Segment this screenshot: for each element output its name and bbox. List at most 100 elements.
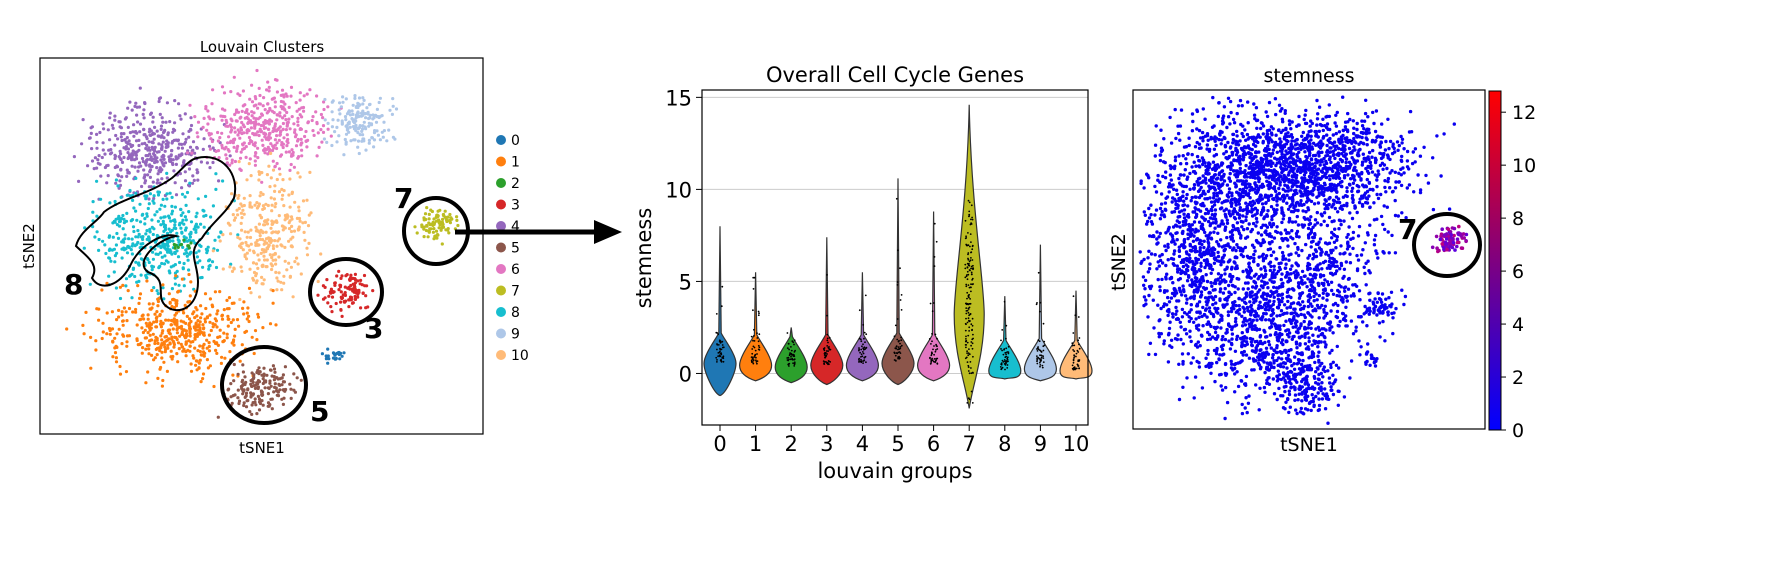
louvain-point (183, 195, 187, 199)
louvain-point (183, 170, 187, 174)
louvain-point (166, 260, 170, 264)
violin-point (965, 283, 968, 286)
louvain-point (362, 273, 367, 278)
violin-point (758, 346, 761, 349)
stemness-point (1304, 108, 1308, 113)
louvain-point (257, 133, 261, 138)
stemness-point (1261, 141, 1265, 145)
louvain-point (125, 251, 130, 255)
louvain-point (219, 231, 223, 235)
stemness-point (1153, 143, 1158, 147)
louvain-point (165, 139, 169, 143)
louvain-point (126, 289, 130, 293)
louvain-point (281, 116, 285, 120)
stemness-point (1328, 136, 1332, 141)
louvain-point (116, 173, 120, 177)
louvain-point (225, 298, 229, 302)
louvain-point (357, 96, 362, 100)
stemness-point (1257, 176, 1261, 180)
stemness-point (1343, 169, 1348, 173)
violin-point (967, 352, 970, 354)
stemness-point (1251, 221, 1256, 226)
stemness-point (1329, 160, 1333, 165)
louvain-point (145, 212, 149, 216)
louvain-point (196, 349, 200, 353)
violin-point (966, 361, 969, 363)
violin-point (722, 360, 725, 363)
stemness-point (1381, 222, 1385, 227)
louvain-point (124, 147, 128, 151)
louvain-point (263, 135, 267, 139)
stemness-point (1324, 159, 1328, 164)
louvain-point (335, 274, 339, 278)
louvain-point (260, 393, 264, 397)
louvain-point (161, 120, 165, 124)
stemness-point (1352, 145, 1356, 149)
louvain-point (247, 135, 251, 140)
louvain-point (176, 255, 181, 259)
louvain-point (266, 102, 270, 106)
louvain-point (86, 164, 90, 168)
louvain-point (207, 144, 212, 148)
violin-point (826, 333, 829, 336)
stemness-point (1241, 187, 1246, 191)
stemness-point (1244, 201, 1248, 205)
louvain-point (173, 205, 177, 209)
louvain-point (207, 115, 211, 119)
louvain-point (262, 254, 266, 258)
stemness-point (1247, 136, 1251, 140)
louvain-point (180, 230, 184, 234)
stemness-point (1211, 175, 1216, 179)
louvain-point (340, 296, 344, 301)
stemness-point (1357, 172, 1361, 176)
legend-label: 3 (511, 198, 520, 214)
louvain-point (247, 319, 251, 324)
louvain-point (228, 223, 232, 227)
stemness-point (1266, 198, 1271, 202)
louvain-point (138, 86, 142, 90)
louvain-point (282, 380, 286, 384)
violin-point (1037, 346, 1039, 348)
stemness-point (1371, 148, 1375, 153)
louvain-point (130, 158, 134, 162)
louvain-point (182, 284, 186, 288)
violin-point (788, 358, 790, 361)
louvain-point (316, 131, 320, 135)
stemness-point (1294, 176, 1299, 180)
louvain-point (184, 137, 188, 141)
louvain-point (262, 366, 266, 370)
louvain-point (432, 217, 436, 221)
louvain-point (253, 386, 257, 390)
louvain-point (337, 134, 341, 138)
stemness-point (1319, 223, 1323, 227)
louvain-point (119, 126, 123, 130)
louvain-point (201, 327, 206, 331)
violin-point (858, 347, 860, 349)
louvain-point (368, 116, 372, 120)
louvain-point (261, 403, 265, 407)
louvain-point (273, 100, 277, 104)
louvain-point (276, 279, 280, 283)
stemness-point (1405, 149, 1410, 154)
louvain-point (424, 228, 428, 233)
violin-point (971, 279, 973, 281)
ytick-label: 10 (665, 178, 692, 202)
louvain-point (135, 280, 139, 284)
louvain-point (159, 325, 163, 329)
louvain-point (364, 116, 368, 120)
louvain-point (150, 288, 154, 293)
louvain-point (263, 258, 267, 262)
stemness-point (1290, 178, 1295, 182)
louvain-point (179, 243, 183, 247)
violin-point (894, 324, 897, 327)
stemness-point (1287, 134, 1292, 138)
louvain-point (280, 88, 285, 92)
louvain-point (203, 320, 207, 324)
violin-point (965, 275, 968, 278)
stemness-point (1217, 101, 1221, 105)
louvain-point (241, 363, 245, 367)
louvain-point (198, 259, 202, 263)
stemness-point (1256, 190, 1260, 194)
louvain-point (162, 262, 167, 266)
stemness-point (1244, 146, 1248, 150)
